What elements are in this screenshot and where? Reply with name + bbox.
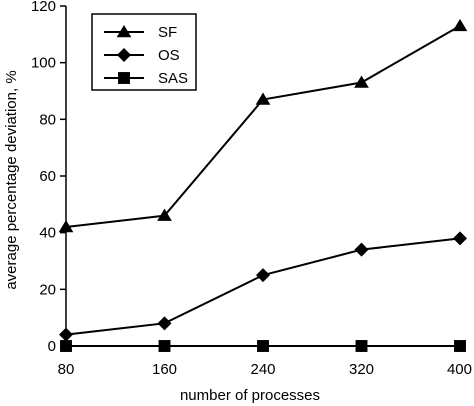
data-point-sf xyxy=(157,208,172,221)
series-sas xyxy=(60,340,466,352)
data-point-os xyxy=(157,316,172,331)
x-tick-label: 160 xyxy=(152,361,177,378)
y-tick-label: 40 xyxy=(39,225,56,242)
y-tick-label: 120 xyxy=(31,0,56,15)
legend-item-sf: SF xyxy=(104,24,177,41)
data-point-os xyxy=(453,231,467,246)
legend-label: SF xyxy=(158,24,177,41)
data-point-sas xyxy=(355,340,368,352)
data-point-sf xyxy=(452,18,468,32)
data-point-os xyxy=(354,242,369,257)
legend-label: SAS xyxy=(158,70,188,87)
legend-marker-diamond xyxy=(117,48,131,62)
series-layer xyxy=(58,18,468,352)
data-point-sas xyxy=(454,340,466,352)
legend-label: OS xyxy=(158,47,180,64)
data-point-sas xyxy=(257,340,269,352)
series-sf xyxy=(58,18,468,233)
legend-marker-triangle xyxy=(116,25,132,38)
legend-item-sas: SAS xyxy=(104,70,188,87)
data-point-os xyxy=(59,327,73,342)
x-tick-label: 80 xyxy=(58,361,75,378)
y-tick-label: 0 xyxy=(48,338,56,355)
series-line-os xyxy=(65,237,461,336)
y-tick-label: 80 xyxy=(39,111,56,128)
y-tick-label: 20 xyxy=(39,281,56,298)
data-point-os xyxy=(256,268,270,283)
x-tick-label: 400 xyxy=(447,361,472,378)
y-tick-label: 60 xyxy=(39,168,56,185)
data-point-sas xyxy=(60,340,72,352)
x-axis-title: number of processes xyxy=(180,387,320,404)
series-os xyxy=(59,231,467,342)
legend-item-os: OS xyxy=(104,47,180,64)
data-point-sf xyxy=(58,220,74,233)
legend: SF OS SAS xyxy=(91,13,197,91)
legend-marker-square xyxy=(118,72,130,84)
y-ticks: 0 20 40 60 80 100 120 xyxy=(31,0,66,355)
x-tick-label: 240 xyxy=(250,361,275,378)
data-point-sf xyxy=(354,75,369,88)
data-point-sas xyxy=(158,340,171,352)
data-point-sf xyxy=(255,92,271,105)
y-tick-label: 100 xyxy=(31,55,56,72)
x-tick-label: 320 xyxy=(349,361,374,378)
y-axis-title: average percentage deviation, % xyxy=(3,70,20,289)
